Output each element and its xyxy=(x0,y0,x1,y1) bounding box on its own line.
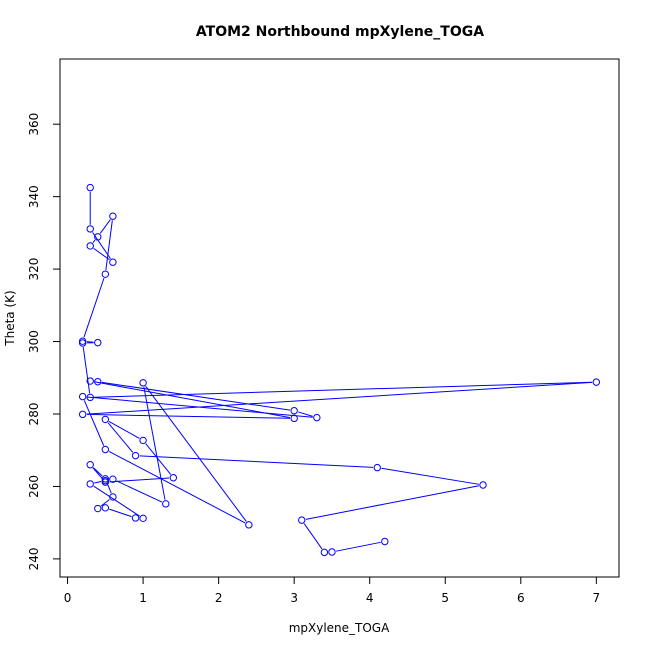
data-point xyxy=(94,378,102,386)
plot-frame xyxy=(59,58,620,578)
series-segment xyxy=(83,400,105,446)
data-point xyxy=(86,225,94,233)
series-segment xyxy=(116,480,163,503)
data-point xyxy=(109,258,117,266)
y-tick-label: 300 xyxy=(27,330,41,353)
series-segment xyxy=(92,467,103,477)
series-segment xyxy=(92,239,96,244)
data-point xyxy=(290,407,298,415)
data-point xyxy=(245,521,253,529)
y-axis-label: Theta (K) xyxy=(3,290,17,346)
x-tick-label: 1 xyxy=(139,591,147,605)
y-tick-label: 320 xyxy=(27,258,41,281)
x-axis-label: mpXylene_TOGA xyxy=(289,621,390,635)
series-segment xyxy=(82,347,91,394)
chart-title: ATOM2 Northbound mpXylene_TOGA xyxy=(196,24,484,40)
data-point xyxy=(290,414,298,423)
data-point xyxy=(313,413,321,422)
x-tick-label: 2 xyxy=(215,591,223,605)
x-tick-label: 4 xyxy=(366,591,374,605)
data-point xyxy=(131,514,140,522)
data-point xyxy=(162,500,170,508)
x-tick-label: 3 xyxy=(290,591,298,605)
data-point xyxy=(109,212,117,220)
series-segment xyxy=(92,467,103,480)
y-axis: 240 260 280 300 320 340 360 xyxy=(27,113,61,570)
y-tick-label: 360 xyxy=(27,113,41,136)
series-segment xyxy=(139,455,374,468)
data-point xyxy=(131,451,140,460)
series-segment xyxy=(100,499,110,507)
x-tick-label: 5 xyxy=(441,591,449,605)
series-segment xyxy=(145,385,247,522)
x-tick-label: 0 xyxy=(64,591,72,605)
data-point xyxy=(101,445,110,454)
series-segment xyxy=(83,277,105,338)
data-point xyxy=(94,504,102,513)
data-point xyxy=(328,548,336,556)
series-segment xyxy=(107,422,134,453)
data-point xyxy=(86,183,94,192)
series-segment xyxy=(94,481,102,484)
series-layer xyxy=(78,183,601,557)
x-tick-label: 7 xyxy=(593,591,601,605)
data-point xyxy=(86,242,94,250)
data-point xyxy=(592,378,601,386)
data-point xyxy=(139,436,147,445)
y-tick-label: 240 xyxy=(27,547,41,570)
series-segment xyxy=(94,381,291,419)
y-tick-label: 280 xyxy=(27,403,41,426)
series-segment xyxy=(108,451,246,524)
data-point xyxy=(86,377,94,385)
series-segment xyxy=(86,341,94,343)
data-point xyxy=(101,270,110,278)
series-segment xyxy=(335,541,381,552)
series-segment xyxy=(298,411,313,417)
data-point xyxy=(94,338,102,347)
data-point xyxy=(381,537,389,546)
data-point xyxy=(109,475,117,483)
series-segment xyxy=(303,523,323,550)
series-segment xyxy=(101,381,291,411)
data-point xyxy=(320,548,329,557)
data-point xyxy=(139,514,147,523)
series-segment xyxy=(109,508,132,518)
data-point xyxy=(109,493,117,501)
data-point xyxy=(101,476,110,485)
series-segment xyxy=(93,485,140,517)
data-point xyxy=(139,379,147,387)
data-point xyxy=(78,392,87,401)
series-segment xyxy=(92,232,111,260)
x-axis: 0 1 2 3 4 5 6 7 xyxy=(64,576,601,605)
series-segment xyxy=(99,219,111,234)
series-segment xyxy=(86,413,290,419)
y-tick-label: 260 xyxy=(27,475,41,498)
data-point xyxy=(78,337,87,345)
data-point xyxy=(169,474,178,482)
data-point xyxy=(101,504,110,512)
data-point xyxy=(86,461,94,469)
series-segment xyxy=(86,381,593,415)
series-segment xyxy=(105,220,113,271)
data-point xyxy=(373,463,381,472)
series-segment xyxy=(305,485,479,520)
series-segment xyxy=(143,386,166,500)
y-tick-label: 340 xyxy=(27,185,41,208)
series-segment xyxy=(109,477,170,483)
data-point xyxy=(78,410,87,419)
series-segment xyxy=(381,467,479,485)
data-point xyxy=(86,480,94,488)
series-segment xyxy=(94,381,593,398)
data-point xyxy=(298,516,306,524)
series-segment xyxy=(93,247,110,261)
data-point xyxy=(479,481,487,489)
series-segment xyxy=(145,443,172,475)
x-tick-label: 6 xyxy=(517,591,525,605)
data-point xyxy=(101,415,110,424)
data-point xyxy=(94,233,102,241)
data-point xyxy=(86,393,94,402)
series-segment xyxy=(108,421,140,439)
